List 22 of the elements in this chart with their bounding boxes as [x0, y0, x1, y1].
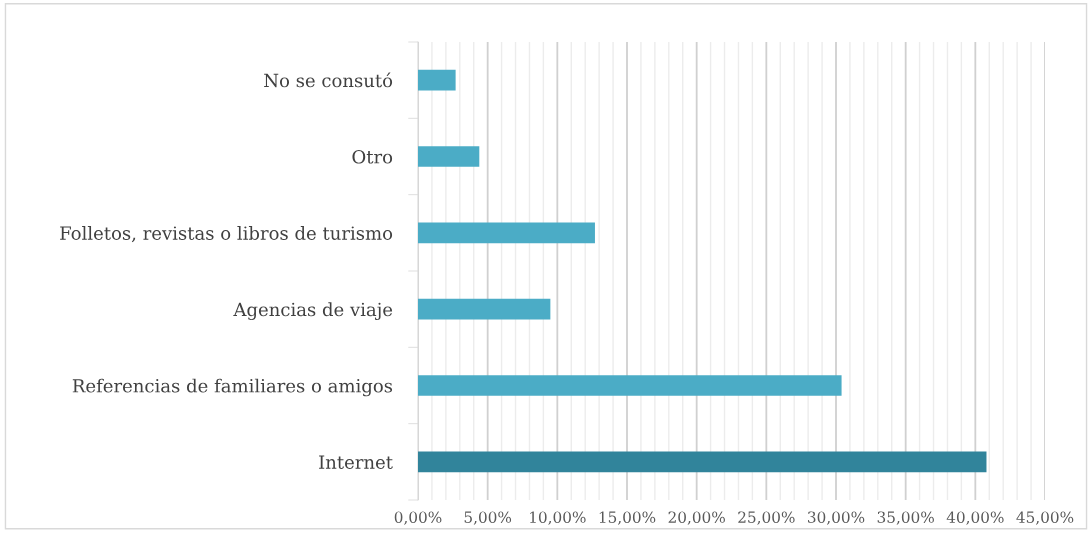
- x-tick-label: 10,00%: [530, 511, 586, 525]
- x-tick-label: 45,00%: [1016, 511, 1074, 525]
- y-tick-label: No se consutó: [264, 72, 393, 88]
- x-tick-label: 25,00%: [738, 511, 795, 525]
- y-tick-label: Folletos, revistas o libros de turismo: [60, 225, 393, 243]
- y-tick-label: Agencias de viaje: [233, 302, 393, 321]
- y-tick-label: Internet: [319, 455, 393, 469]
- x-tick-label: 40,00%: [946, 511, 1004, 525]
- bar: [418, 69, 456, 91]
- x-tick-label: 30,00%: [808, 511, 865, 525]
- bar: [418, 375, 842, 396]
- x-tick-label: 0,00%: [394, 511, 442, 525]
- bar: [418, 222, 595, 244]
- x-tick-label: 15,00%: [599, 511, 656, 525]
- y-tick-label: Otro: [352, 149, 393, 164]
- y-tick-label: Referencias de familiares o amigos: [72, 378, 393, 397]
- x-tick-label: 35,00%: [877, 511, 934, 525]
- bar: [418, 298, 551, 320]
- x-tick-label: 5,00%: [464, 511, 512, 525]
- bar: [418, 451, 987, 473]
- x-tick-label: 20,00%: [668, 511, 725, 525]
- bar: [418, 146, 480, 167]
